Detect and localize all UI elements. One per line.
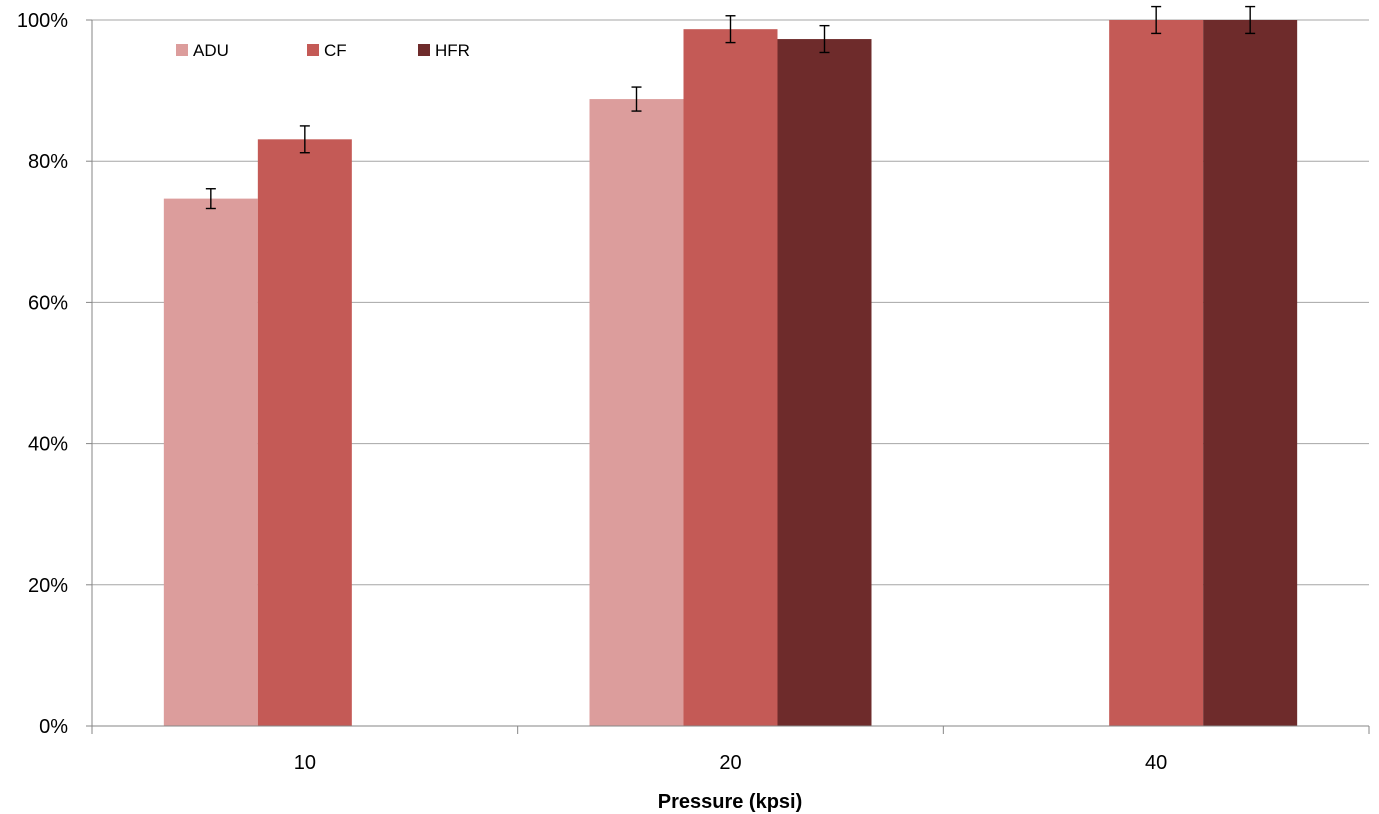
bar-cf xyxy=(257,139,352,727)
error-bars xyxy=(205,5,1256,210)
bar-cf xyxy=(683,29,778,727)
legend-swatch-adu xyxy=(176,44,188,56)
bar-cf xyxy=(1109,20,1204,726)
bar-hfr xyxy=(777,39,872,726)
legend-label-adu: ADU xyxy=(193,41,229,60)
legend-swatch-cf xyxy=(307,44,319,56)
bar-hfr xyxy=(1203,20,1298,726)
x-tick-label: 20 xyxy=(719,752,741,774)
x-tick-label: 10 xyxy=(294,752,316,774)
bar-adu xyxy=(589,99,684,726)
axes: 0% 20% 40% 60% 80% 100% 10 20 40 xyxy=(17,10,1370,774)
y-tick-label: 100% xyxy=(17,10,68,32)
y-tick-label: 40% xyxy=(28,434,68,456)
x-tick-label: 40 xyxy=(1145,752,1167,774)
y-tick-label: 20% xyxy=(28,575,68,597)
x-axis-title: Pressure (kpsi) xyxy=(658,791,803,813)
y-tick-label: 60% xyxy=(28,292,68,314)
y-tick-label: 0% xyxy=(39,716,68,738)
y-tick-label: 80% xyxy=(28,151,68,173)
legend: ADU CF HFR xyxy=(176,41,470,60)
bars xyxy=(163,20,1298,727)
bar-adu xyxy=(163,198,258,727)
legend-label-hfr: HFR xyxy=(435,41,470,60)
legend-label-cf: CF xyxy=(324,41,347,60)
legend-swatch-hfr xyxy=(418,44,430,56)
